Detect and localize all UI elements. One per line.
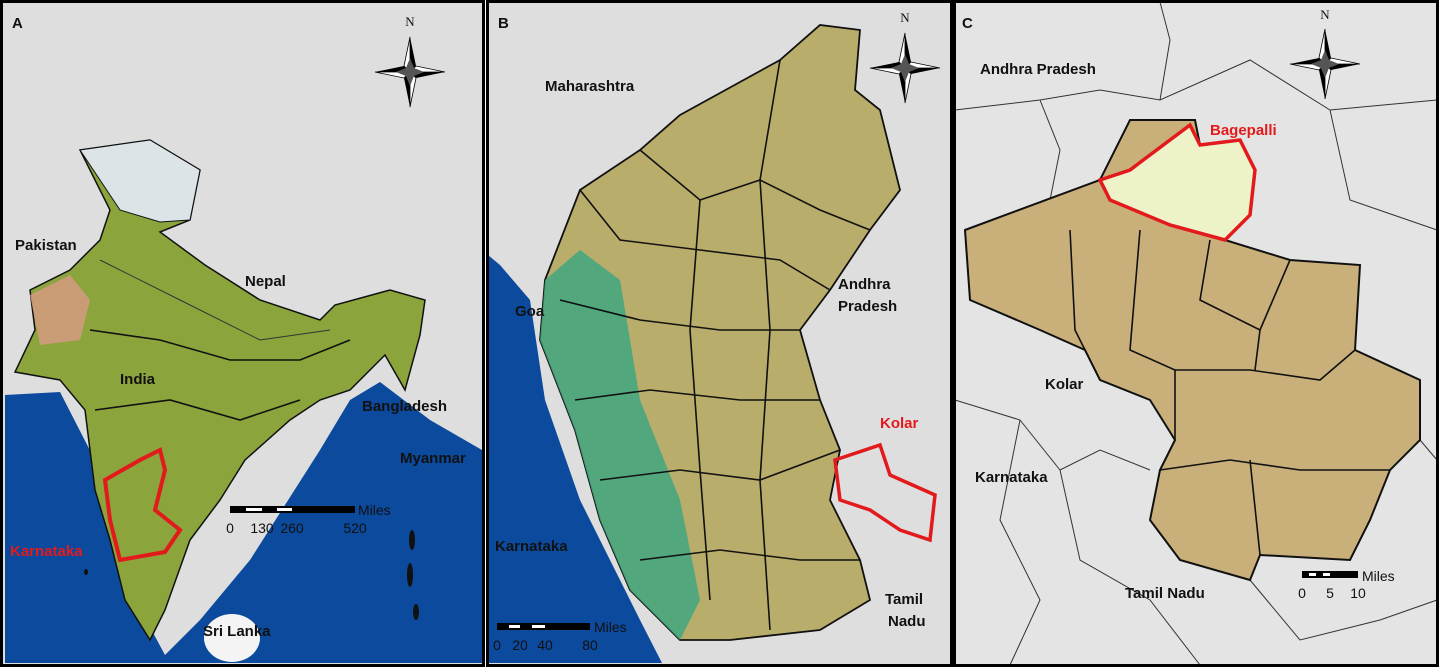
- panel-a: A N Pakistan Nepal India Bangladesh Myan…: [0, 0, 485, 667]
- scale-tick: 20: [512, 637, 528, 653]
- panel-border: [486, 0, 953, 667]
- north-label: N: [405, 14, 415, 29]
- north-label: N: [900, 10, 910, 25]
- kashmir: [79, 139, 201, 223]
- karnataka-outline: [102, 447, 183, 563]
- state-label: Andhra Pradesh: [980, 61, 1096, 78]
- india-landmass: [13, 139, 426, 642]
- scale-tick: 0: [493, 637, 501, 653]
- scale-tick: 260: [280, 520, 304, 536]
- country-label: Pakistan: [15, 237, 77, 254]
- scale-tick: 10: [1350, 585, 1366, 601]
- desert-region: [30, 275, 90, 345]
- panel-b: B N Maharashtra Andhra Pradesh Goa Kolar …: [486, 0, 953, 667]
- district-boundaries: [559, 59, 871, 631]
- country-label: India: [120, 371, 156, 388]
- district-label: Kolar: [880, 415, 919, 432]
- kolar-outline: [833, 442, 937, 543]
- state-label: Andhra Pradesh: [838, 276, 897, 315]
- scale-tick: 0: [1298, 585, 1306, 601]
- scale-tick: 0: [226, 520, 234, 536]
- bagepalli-outline: [1097, 122, 1257, 242]
- country-label: Sri Lanka: [203, 623, 271, 640]
- state-label: Karnataka: [10, 543, 83, 560]
- scale-tick: 40: [537, 637, 553, 653]
- ocean: [488, 255, 662, 663]
- islands: [84, 530, 419, 620]
- state-label: Maharashtra: [545, 78, 635, 95]
- scale-unit: Miles: [358, 502, 391, 518]
- scale-bar: [1302, 571, 1358, 578]
- taluk-label: Bagepalli: [1210, 122, 1277, 139]
- panel-letter: B: [498, 15, 509, 32]
- state-label: Karnataka: [975, 469, 1048, 486]
- scale-tick: 520: [343, 520, 367, 536]
- sri-lanka: [204, 614, 260, 662]
- state-label: Goa: [515, 303, 545, 320]
- country-label: Nepal: [245, 273, 286, 290]
- scale-tick: 5: [1326, 585, 1334, 601]
- scale-bar: [230, 506, 355, 513]
- panel-letter: A: [12, 15, 23, 32]
- panel-letter: C: [962, 15, 973, 32]
- state-boundary: [89, 329, 351, 361]
- scale-unit: Miles: [594, 619, 627, 635]
- district-label: Kolar: [1045, 376, 1084, 393]
- state-boundary: [94, 399, 301, 421]
- scale-unit: Miles: [1362, 568, 1395, 584]
- state-label: Tamil Nadu: [885, 591, 926, 630]
- taluk-boundaries-kolar: [1069, 229, 1390, 556]
- state-boundary: [99, 259, 331, 341]
- panel-c: C N Andhra Pradesh Bagepalli Kolar Karna…: [953, 0, 1439, 667]
- coastal-vegetation: [540, 250, 700, 640]
- state-label: Tamil Nadu: [1125, 585, 1205, 602]
- north-label: N: [1320, 7, 1330, 22]
- country-label: Myanmar: [400, 450, 466, 467]
- country-label: Bangladesh: [362, 398, 447, 415]
- scale-tick: 80: [582, 637, 598, 653]
- panel-border: [0, 0, 485, 667]
- taluk-boundaries: [954, 1, 1438, 666]
- scale-tick: 130: [250, 520, 274, 536]
- scale-bar: [497, 623, 590, 630]
- state-label: Karnataka: [495, 538, 568, 555]
- panel-border: [953, 0, 1439, 667]
